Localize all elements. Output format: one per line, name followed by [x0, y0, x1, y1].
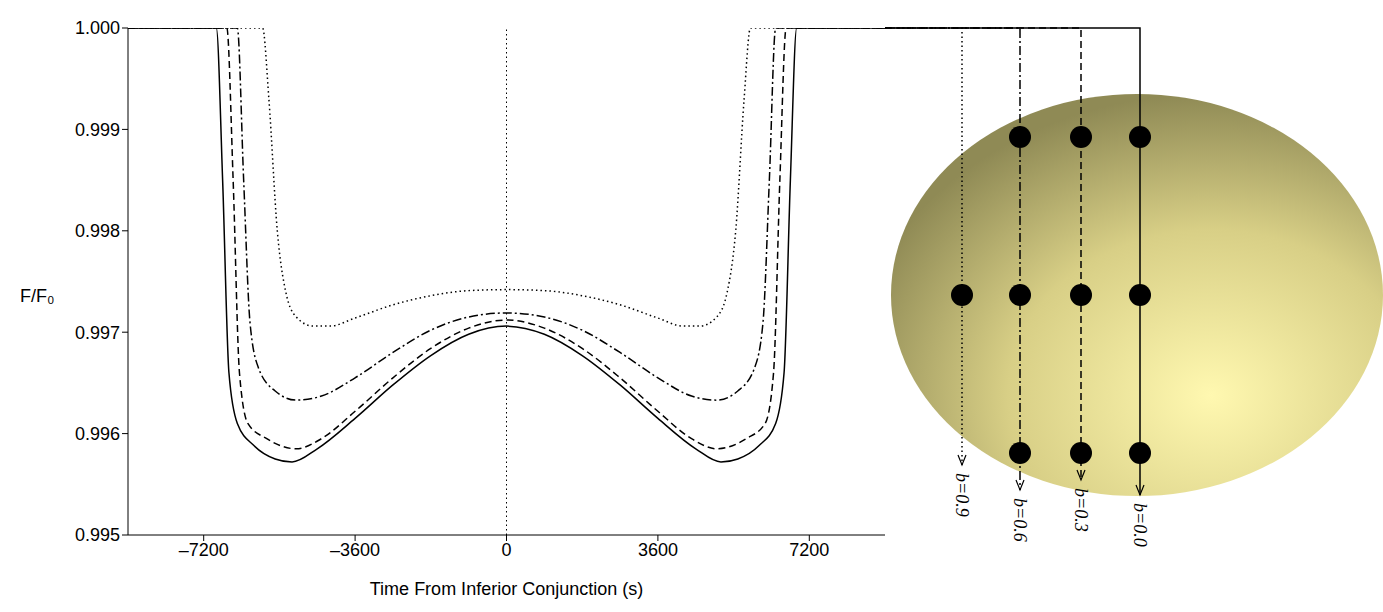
svg-text:1.000: 1.000: [75, 18, 120, 38]
svg-text:–7200: –7200: [179, 540, 229, 560]
svg-text:b=0.6: b=0.6: [1010, 498, 1030, 542]
svg-text:b=0.0: b=0.0: [1130, 503, 1150, 547]
svg-text:0.995: 0.995: [75, 525, 120, 545]
svg-text:–3600: –3600: [330, 540, 380, 560]
svg-text:3600: 3600: [638, 540, 678, 560]
svg-text:0.996: 0.996: [75, 424, 120, 444]
svg-text:F/F₀: F/F₀: [20, 286, 54, 306]
svg-text:0.999: 0.999: [75, 120, 120, 140]
svg-text:b=0.3: b=0.3: [1071, 488, 1091, 532]
svg-text:0.998: 0.998: [75, 221, 120, 241]
svg-text:7200: 7200: [789, 540, 829, 560]
svg-text:0: 0: [501, 540, 511, 560]
svg-text:b=0.9: b=0.9: [952, 473, 972, 517]
svg-text:0.997: 0.997: [75, 323, 120, 343]
svg-text:Time From Inferior Conjunction: Time From Inferior Conjunction (s): [370, 579, 643, 599]
